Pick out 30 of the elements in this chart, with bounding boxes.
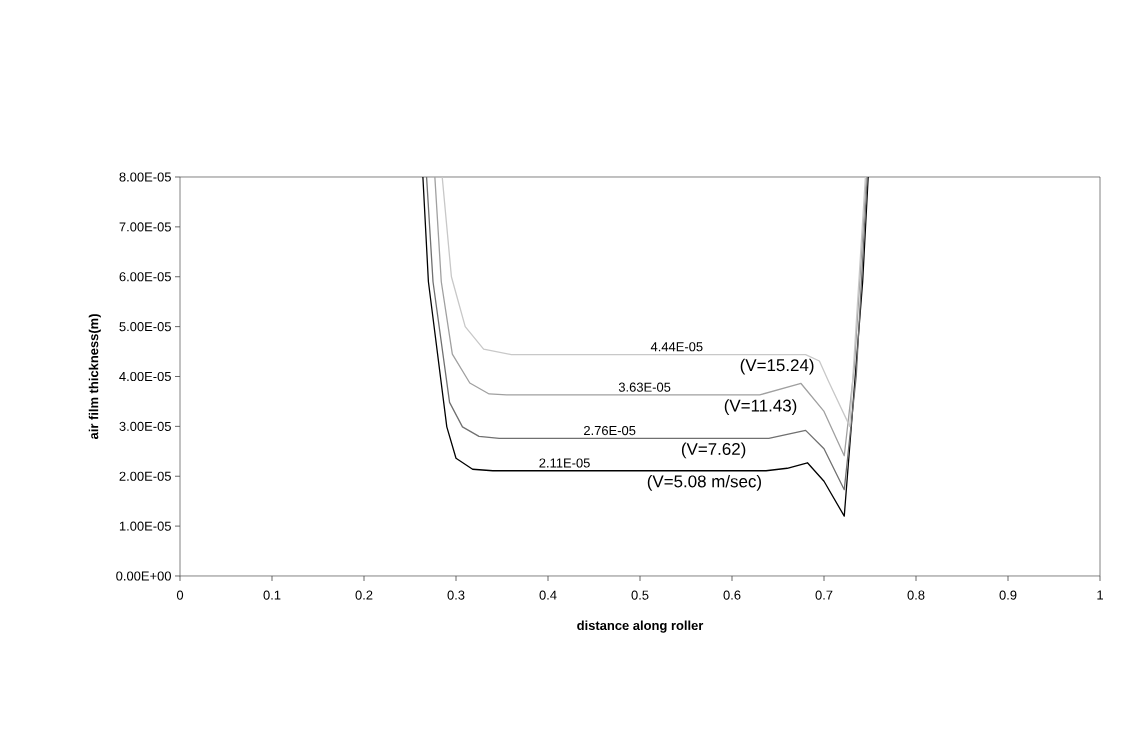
y-tick-label: 2.00E-05 xyxy=(119,471,171,481)
annotation: (V=11.43) xyxy=(724,399,797,415)
annotation: (V=5.08 m/sec) xyxy=(647,474,761,491)
y-tick-label: 5.00E-05 xyxy=(119,322,171,332)
x-tick-label: 0.9 xyxy=(999,590,1017,600)
y-tick-label: 7.00E-05 xyxy=(119,222,171,232)
y-tick-label: 4.00E-05 xyxy=(119,371,171,382)
y-tick-label: 3.00E-05 xyxy=(119,421,171,431)
x-tick-label: 0.7 xyxy=(815,590,833,600)
x-tick-label: 0.6 xyxy=(723,590,741,600)
x-tick-label: 0.4 xyxy=(539,590,557,600)
annotation: 4.44E-05 xyxy=(650,342,703,352)
annotation: 2.11E-05 xyxy=(539,458,590,468)
annotation: 2.76E-05 xyxy=(584,425,636,436)
annotation: (V=7.62) xyxy=(681,442,746,459)
x-tick-label: 0.2 xyxy=(355,590,373,600)
y-axis-title: air film thickness(m) xyxy=(88,314,101,440)
y-tick-label: 6.00E-05 xyxy=(119,272,171,282)
y-tick-label: 0.00E+00 xyxy=(116,571,171,581)
annotation: (V=15.24) xyxy=(740,358,814,375)
x-tick-label: 1 xyxy=(1097,590,1103,600)
x-tick-label: 0.5 xyxy=(631,590,649,600)
x-tick-label: 0.8 xyxy=(907,590,925,600)
y-tick-label: 8.00E-05 xyxy=(119,172,171,182)
y-tick-label: 1.00E-05 xyxy=(119,521,171,531)
x-tick-label: 0.1 xyxy=(263,590,281,600)
x-tick-label: 0.3 xyxy=(447,590,465,600)
x-tick-label: 0 xyxy=(176,590,184,600)
annotation: 3.63E-05 xyxy=(618,382,671,392)
x-axis-title: distance along roller xyxy=(577,620,704,633)
